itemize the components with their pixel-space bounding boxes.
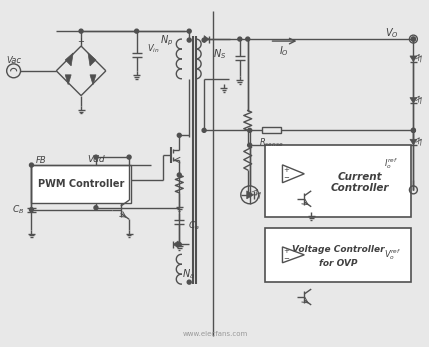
Text: Vac: Vac (7, 57, 22, 65)
Text: $V_o^{ref}$: $V_o^{ref}$ (384, 247, 401, 262)
Circle shape (187, 280, 191, 284)
Text: Voltage Controller: Voltage Controller (292, 245, 384, 254)
Text: $C_B$: $C_B$ (12, 203, 25, 216)
Text: $N_a$: $N_a$ (182, 267, 195, 281)
Polygon shape (410, 98, 417, 103)
Text: +: + (284, 167, 289, 173)
Text: Vdd: Vdd (87, 155, 105, 164)
Text: −: − (284, 175, 289, 181)
Circle shape (177, 243, 181, 246)
Circle shape (177, 173, 181, 177)
Polygon shape (173, 241, 178, 248)
Circle shape (30, 163, 33, 167)
Circle shape (135, 29, 139, 33)
Polygon shape (410, 56, 417, 61)
Text: FB: FB (36, 155, 46, 164)
Bar (265, 228, 411, 282)
Circle shape (94, 155, 98, 159)
Circle shape (411, 128, 415, 132)
Text: +: + (284, 248, 289, 254)
Circle shape (248, 128, 252, 132)
Text: Controller: Controller (331, 183, 389, 193)
Circle shape (411, 37, 415, 41)
Text: $N_p$: $N_p$ (160, 34, 173, 48)
Text: $C_a$: $C_a$ (188, 219, 200, 232)
Circle shape (411, 128, 415, 132)
Circle shape (79, 29, 83, 33)
Circle shape (187, 38, 191, 42)
Circle shape (187, 29, 191, 33)
Polygon shape (410, 139, 417, 145)
Polygon shape (204, 36, 209, 43)
Circle shape (177, 133, 181, 137)
Circle shape (411, 37, 415, 41)
Bar (262, 127, 281, 133)
Circle shape (246, 37, 250, 41)
Circle shape (202, 38, 206, 42)
Text: $I_O$: $I_O$ (279, 44, 290, 58)
Text: $R_{sense}$: $R_{sense}$ (259, 136, 284, 149)
Text: $V_{in}$: $V_{in}$ (147, 43, 159, 55)
Circle shape (248, 143, 252, 147)
Text: $V_O$: $V_O$ (385, 26, 399, 40)
Circle shape (202, 128, 206, 132)
Polygon shape (65, 53, 73, 66)
Text: for OVP: for OVP (319, 259, 357, 268)
Circle shape (238, 37, 242, 41)
Text: www.elecfans.com: www.elecfans.com (182, 331, 248, 337)
Polygon shape (247, 191, 254, 199)
Circle shape (127, 155, 131, 159)
Bar (265, 145, 411, 217)
Text: $N_S$: $N_S$ (213, 47, 227, 61)
Text: $I_o^{ref}$: $I_o^{ref}$ (384, 156, 398, 170)
Bar (31, 165, 131, 203)
Polygon shape (90, 75, 96, 85)
Circle shape (94, 206, 98, 210)
Polygon shape (65, 75, 71, 85)
Text: −: − (284, 256, 289, 262)
Text: Current: Current (338, 172, 382, 183)
Text: PWM Controller: PWM Controller (38, 179, 124, 189)
Circle shape (30, 208, 33, 212)
Text: +: + (78, 36, 85, 45)
Polygon shape (88, 53, 96, 66)
